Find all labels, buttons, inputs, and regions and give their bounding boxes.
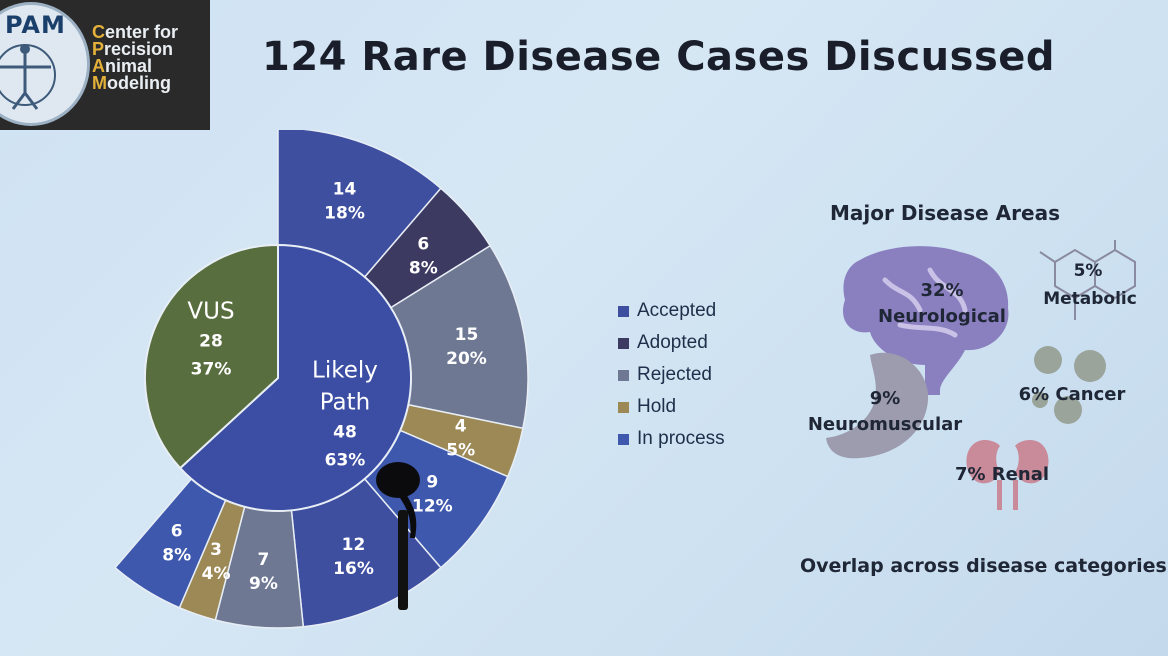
cancer-label: 6% Cancer <box>1019 384 1126 405</box>
outer-segment-count: 14 <box>333 179 357 199</box>
legend-swatch <box>618 433 629 445</box>
outer-segment-percent: 20% <box>446 349 487 369</box>
logo-org-name: Center for Precision Animal Modeling <box>92 22 179 93</box>
kidney-icon <box>966 440 1049 510</box>
logo-line-2: Precision <box>92 39 174 59</box>
logo-line-3: Animal <box>92 56 153 76</box>
outer-segment-count: 9 <box>426 472 438 492</box>
inner-segment-label: Likely <box>312 357 378 383</box>
renal-label: 7% Renal <box>955 464 1049 485</box>
inner-ring <box>144 243 412 512</box>
legend-label: Accepted <box>637 300 717 321</box>
outer-segment-percent: 18% <box>324 203 365 223</box>
legend-swatch <box>618 305 629 317</box>
legend-item-hold: Hold <box>618 391 725 423</box>
legend-item-adopted: Adopted <box>618 327 725 359</box>
outer-segment-percent: 8% <box>409 258 438 278</box>
vitruvian-figure-icon <box>0 44 56 110</box>
legend-item-rejected: Rejected <box>618 359 725 391</box>
slide-title: 124 Rare Disease Cases Discussed <box>262 34 1056 80</box>
brain-icon <box>842 246 1009 395</box>
chart-labels: 14 18% 6 8% 15 20% 4 5% 9 12% 12 16% 7 9% 3 4% 6 8% Likely… <box>162 179 487 594</box>
inner-segment-percent: 63% <box>325 450 366 470</box>
logo-line-1: Center for <box>92 22 179 42</box>
overlap-caption: Overlap across disease categories <box>800 555 1167 577</box>
metabolic-label: Metabolic <box>1043 289 1137 309</box>
outer-segment-percent: 16% <box>333 559 374 579</box>
legend-item-in-process: In process <box>618 423 725 455</box>
legend-label: Adopted <box>637 332 708 353</box>
disease-areas-graphic: 32% Neurological 5% Metabolic 9% Neuromu… <box>808 240 1137 510</box>
cpam-logo: PAM Center for Precision Animal Modeling <box>0 0 210 130</box>
neuromuscular-percent: 9% <box>870 388 901 409</box>
inner-segment-label: Path <box>320 389 371 415</box>
outer-segment-percent: 5% <box>446 440 475 460</box>
outer-segment-percent: 9% <box>249 574 278 594</box>
disease-areas-title: Major Disease Areas <box>830 201 1060 225</box>
outer-segment-count: 12 <box>342 535 366 555</box>
muscle-icon <box>826 352 929 459</box>
outer-segment-percent: 12% <box>412 496 453 516</box>
legend-swatch <box>618 401 629 413</box>
outer-segment-percent: 4% <box>202 564 231 584</box>
sunburst-chart: 14 18% 6 8% 15 20% 4 5% 9 12% 12 16% 7 9% 3 4% 6 8% Likely… <box>114 130 529 629</box>
logo-seal-icon: PAM <box>0 2 90 126</box>
legend-swatch <box>618 369 629 381</box>
legend-label: Rejected <box>637 364 712 385</box>
neuromuscular-label: Neuromuscular <box>808 414 962 435</box>
chart-legend: Accepted Adopted Rejected Hold In process <box>618 295 725 455</box>
outer-segment-count: 7 <box>258 550 270 570</box>
logo-seal-text: PAM <box>5 11 66 39</box>
outer-segment-count: 4 <box>455 416 467 436</box>
legend-label: In process <box>637 428 725 449</box>
neurological-percent: 32% <box>920 280 963 301</box>
inner-segment-vus <box>144 243 279 470</box>
metabolic-percent: 5% <box>1074 261 1103 281</box>
outer-segment-count: 6 <box>171 522 183 542</box>
outer-segment-count: 3 <box>210 540 222 560</box>
outer-segment-percent: 8% <box>162 546 191 566</box>
legend-item-accepted: Accepted <box>618 295 725 327</box>
inner-segment-label: VUS <box>187 299 234 325</box>
cells-icon <box>1032 346 1106 424</box>
inner-segment-likely-path <box>178 243 412 512</box>
inner-segment-count: 28 <box>199 332 223 352</box>
inner-segment-percent: 37% <box>191 360 232 380</box>
logo-line-4: Modeling <box>92 73 171 93</box>
legend-swatch <box>618 337 629 349</box>
microphone-icon <box>376 462 420 610</box>
outer-segment-count: 15 <box>455 325 479 345</box>
legend-label: Hold <box>637 396 677 417</box>
inner-segment-count: 48 <box>333 422 357 442</box>
neurological-label: Neurological <box>878 306 1006 327</box>
molecule-icon <box>1039 240 1136 320</box>
outer-segment-count: 6 <box>417 234 429 254</box>
